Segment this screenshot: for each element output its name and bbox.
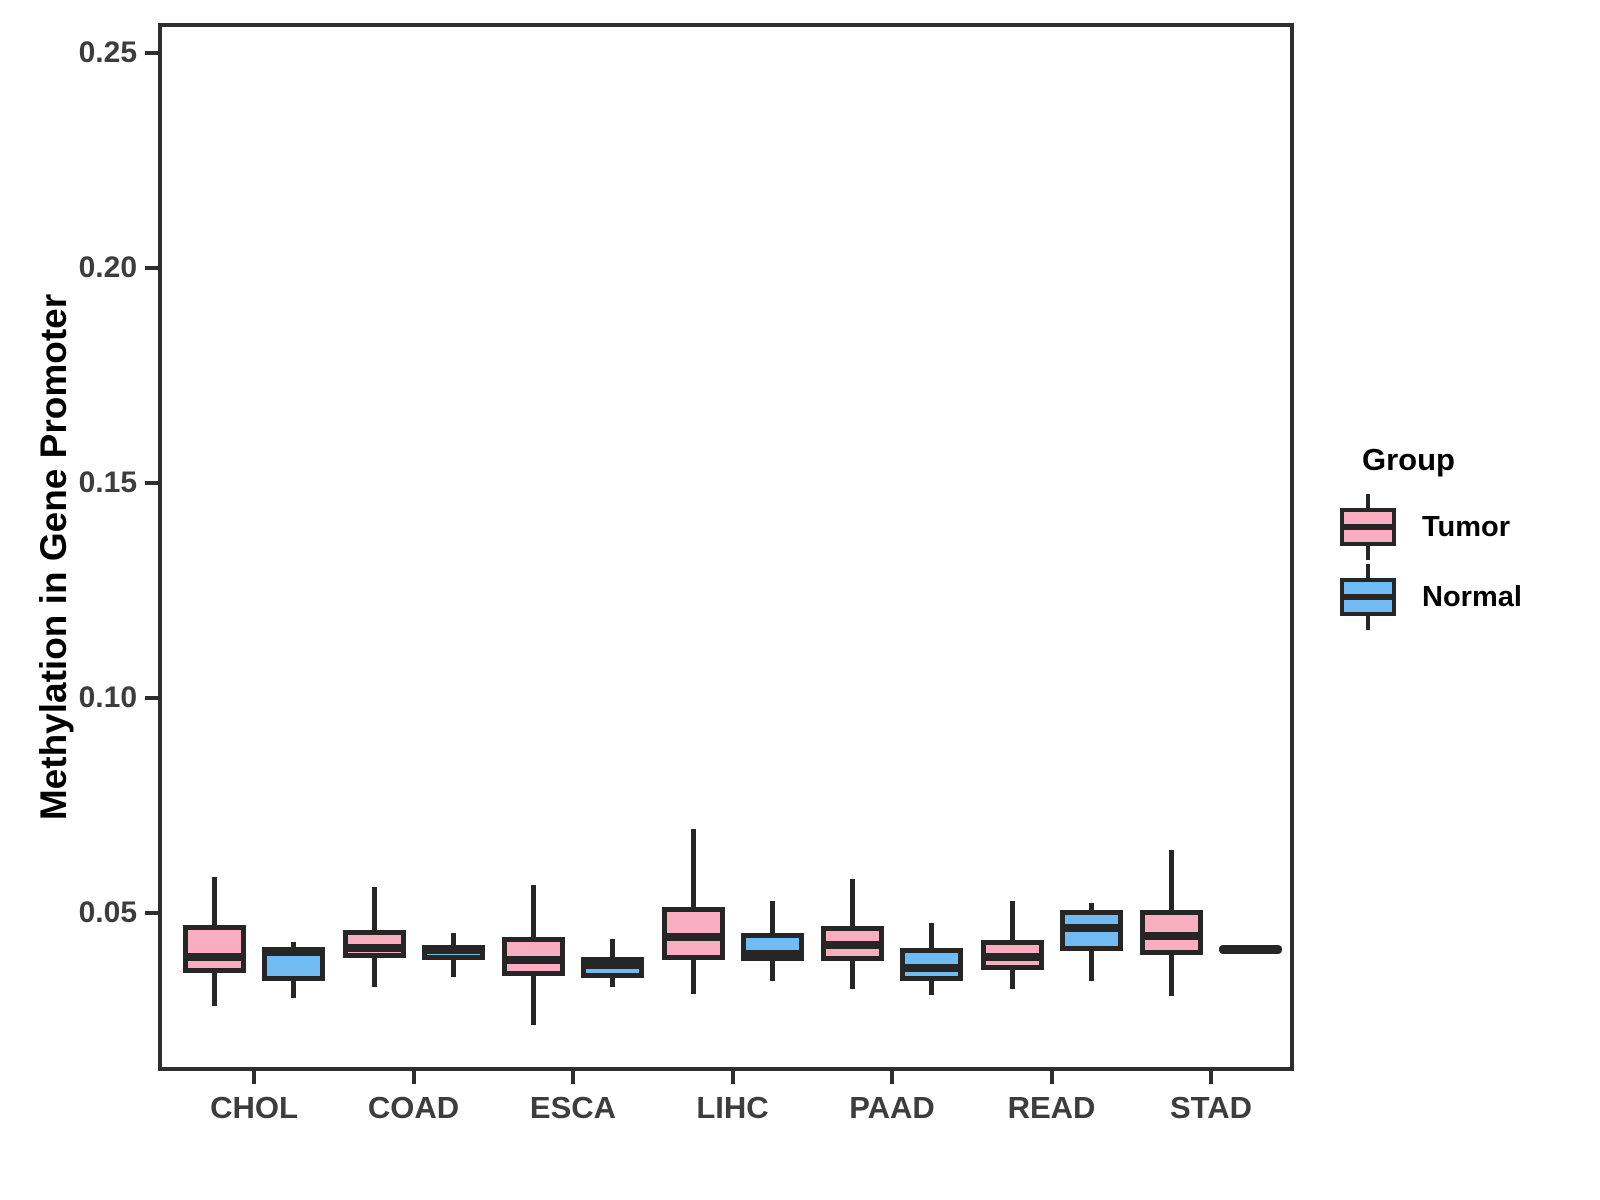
box-tumor-stad-median <box>1140 932 1203 941</box>
x-tick-mark <box>1049 1071 1054 1084</box>
y-tick-label: 0.15 <box>78 466 137 500</box>
x-tick-mark <box>571 1071 575 1084</box>
x-tick-label: PAAD <box>849 1090 935 1125</box>
box-normal-coad-median <box>421 945 485 954</box>
y-tick-label: 0.10 <box>78 681 137 715</box>
x-tick-mark <box>411 1071 416 1084</box>
key-median <box>1340 524 1396 530</box>
x-tick-mark <box>890 1071 894 1084</box>
y-axis-title: Methylation in Gene Promoter <box>33 293 74 821</box>
legend-item-normal: Normal <box>1332 564 1592 630</box>
y-tick-label: 0.25 <box>78 36 137 70</box>
x-tick-label: ESCA <box>529 1090 617 1125</box>
y-tick-mark <box>145 696 158 701</box>
box-tumor-esca-median <box>502 955 565 964</box>
legend-label-tumor: Tumor <box>1422 510 1511 543</box>
box-normal-lihc-median <box>740 950 804 959</box>
y-tick-mark <box>145 911 158 916</box>
legend-title: Group <box>1362 442 1455 477</box>
legend-label-normal: Normal <box>1422 580 1522 613</box>
box-normal-paad-median <box>900 963 963 972</box>
key-median <box>1340 594 1396 600</box>
x-tick-mark <box>252 1071 256 1084</box>
box-normal-stad-single <box>1219 944 1282 954</box>
x-tick-label: STAD <box>1169 1090 1253 1125</box>
legend-item-tumor: Tumor <box>1332 494 1592 560</box>
box-tumor-paad-median <box>821 941 884 950</box>
boxplot-key-icon <box>1340 494 1396 560</box>
x-tick-label: COAD <box>367 1090 460 1125</box>
x-tick-label: LIHC <box>696 1090 769 1125</box>
boxplot-key-icon <box>1340 564 1396 630</box>
y-tick-label: 0.20 <box>78 251 137 285</box>
y-tick-mark <box>145 266 158 271</box>
plot-panel <box>158 23 1294 1071</box>
x-tick-mark <box>1209 1071 1213 1084</box>
box-tumor-chol <box>183 925 246 974</box>
y-tick-label: 0.05 <box>78 896 137 930</box>
x-tick-label: READ <box>1007 1090 1096 1125</box>
box-tumor-lihc-median <box>661 933 725 942</box>
box-tumor-chol-median <box>183 953 246 962</box>
y-tick-mark <box>145 51 158 56</box>
y-tick-mark <box>145 481 158 486</box>
box-normal-read-median <box>1059 924 1123 933</box>
box-tumor-read-median <box>980 953 1044 962</box>
x-tick-label: CHOL <box>210 1090 298 1125</box>
box-normal-chol-median <box>262 947 325 956</box>
box-normal-esca-median <box>581 960 644 969</box>
legend: Group Tumor Normal <box>1332 442 1592 634</box>
box-tumor-coad-median <box>342 943 406 952</box>
x-tick-mark <box>730 1071 735 1084</box>
